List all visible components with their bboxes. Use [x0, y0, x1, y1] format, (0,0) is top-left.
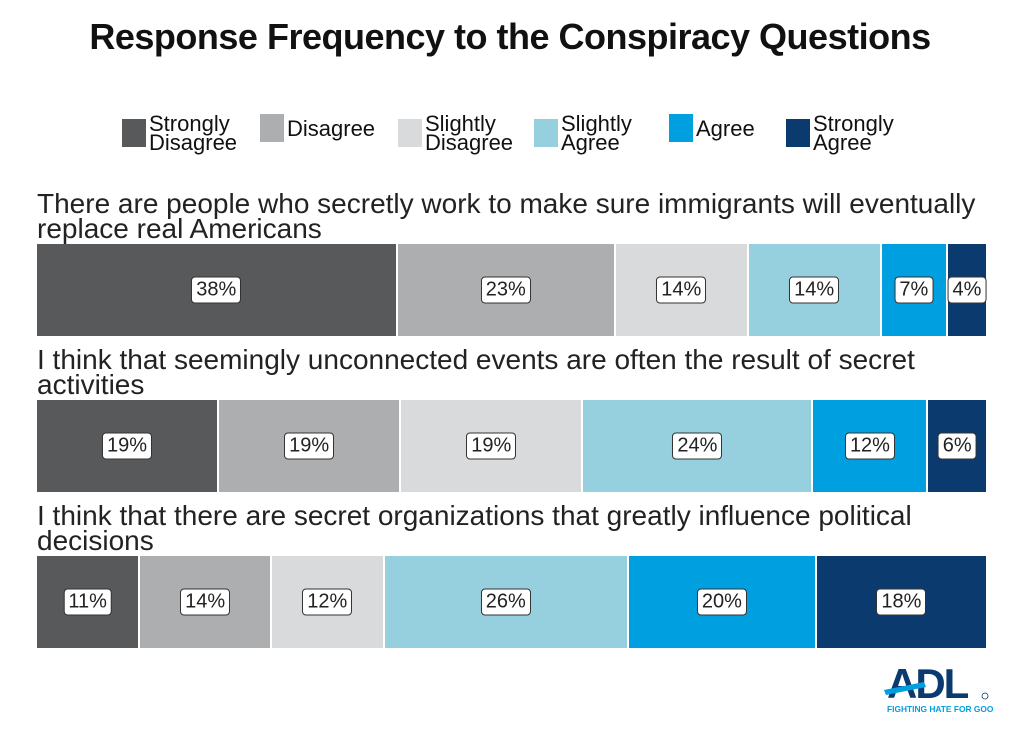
logo-tagline: FIGHTING HATE FOR GOOD: [887, 704, 994, 714]
legend-swatch: [122, 119, 146, 147]
question-label: I think that there are secret organizati…: [37, 500, 912, 556]
data-label: 38%: [191, 276, 242, 304]
adl-logo: ADL FIGHTING HATE FOR GOOD: [884, 660, 994, 714]
bar-segment: 14%: [748, 244, 882, 336]
bar-segment: 19%: [401, 400, 584, 492]
bar-segment: 24%: [583, 400, 814, 492]
bar-segment: 23%: [397, 244, 616, 336]
data-label: 26%: [480, 588, 531, 616]
data-label: 14%: [180, 588, 231, 616]
bar-segment: 19%: [37, 400, 220, 492]
bar-segment: 26%: [384, 556, 629, 648]
data-label: 12%: [302, 588, 353, 616]
svg-text:ADL: ADL: [887, 660, 969, 707]
legend-swatch: [398, 119, 422, 147]
bar-segment: 20%: [628, 556, 817, 648]
legend-item: Slightly Disagree: [398, 111, 514, 155]
bar-segment: 14%: [615, 244, 749, 336]
legend: Strongly Disagree Disagree Slightly Disagr…: [122, 111, 922, 158]
data-label: 24%: [672, 432, 723, 460]
data-label: 20%: [696, 588, 747, 616]
legend-label: Strongly Disagree: [149, 111, 238, 155]
question-label: There are people who secretly work to ma…: [37, 188, 976, 244]
data-label: 19%: [102, 432, 153, 460]
legend-label: Agree: [696, 115, 755, 141]
data-label: 19%: [466, 432, 517, 460]
legend-label: Slightly Agree: [561, 111, 632, 155]
data-label: 12%: [844, 432, 895, 460]
chart-title: Response Frequency to the Conspiracy Que…: [89, 16, 931, 57]
legend-swatch: [669, 114, 693, 142]
legend-label: Strongly Agree: [813, 111, 894, 155]
data-label: 18%: [876, 588, 927, 616]
data-label: 6%: [937, 432, 977, 460]
data-label: 19%: [284, 432, 335, 460]
stacked-bar: 11% 14% 12% 26% 20% 18%: [37, 556, 986, 648]
legend-item: Slightly Agree: [534, 111, 632, 155]
legend-label: Slightly Disagree: [425, 111, 514, 155]
legend-item: Agree: [669, 114, 755, 142]
bar-segment: 38%: [37, 244, 398, 336]
data-label: 11%: [63, 588, 112, 616]
bar-segment: 11%: [37, 556, 141, 648]
data-label: 14%: [789, 276, 840, 304]
data-label: 7%: [894, 276, 934, 304]
legend-item: Strongly Agree: [786, 111, 894, 155]
legend-item: Disagree: [260, 114, 375, 142]
legend-swatch: [786, 119, 810, 147]
stacked-bar: 19% 19% 19% 24% 12% 6%: [37, 400, 986, 492]
legend-item: Strongly Disagree: [122, 111, 238, 155]
bar-segment: 19%: [219, 400, 402, 492]
legend-label: Disagree: [287, 115, 376, 141]
bar-segment: 12%: [813, 400, 929, 492]
bar-segment: 18%: [816, 556, 986, 648]
legend-swatch: [534, 119, 558, 147]
bar-segment: 4%: [947, 244, 987, 336]
data-label: 4%: [947, 276, 987, 304]
bar-segment: 6%: [928, 400, 986, 492]
bar-segment: 14%: [140, 556, 272, 648]
question-label: I think that seemingly unconnected event…: [37, 344, 915, 400]
bar-segment: 12%: [271, 556, 385, 648]
bar-segment: 7%: [881, 244, 949, 336]
legend-swatch: [260, 114, 284, 142]
data-label: 14%: [656, 276, 707, 304]
stacked-bar: 38% 23% 14% 14% 7% 4%: [37, 244, 987, 336]
data-label: 23%: [480, 276, 531, 304]
